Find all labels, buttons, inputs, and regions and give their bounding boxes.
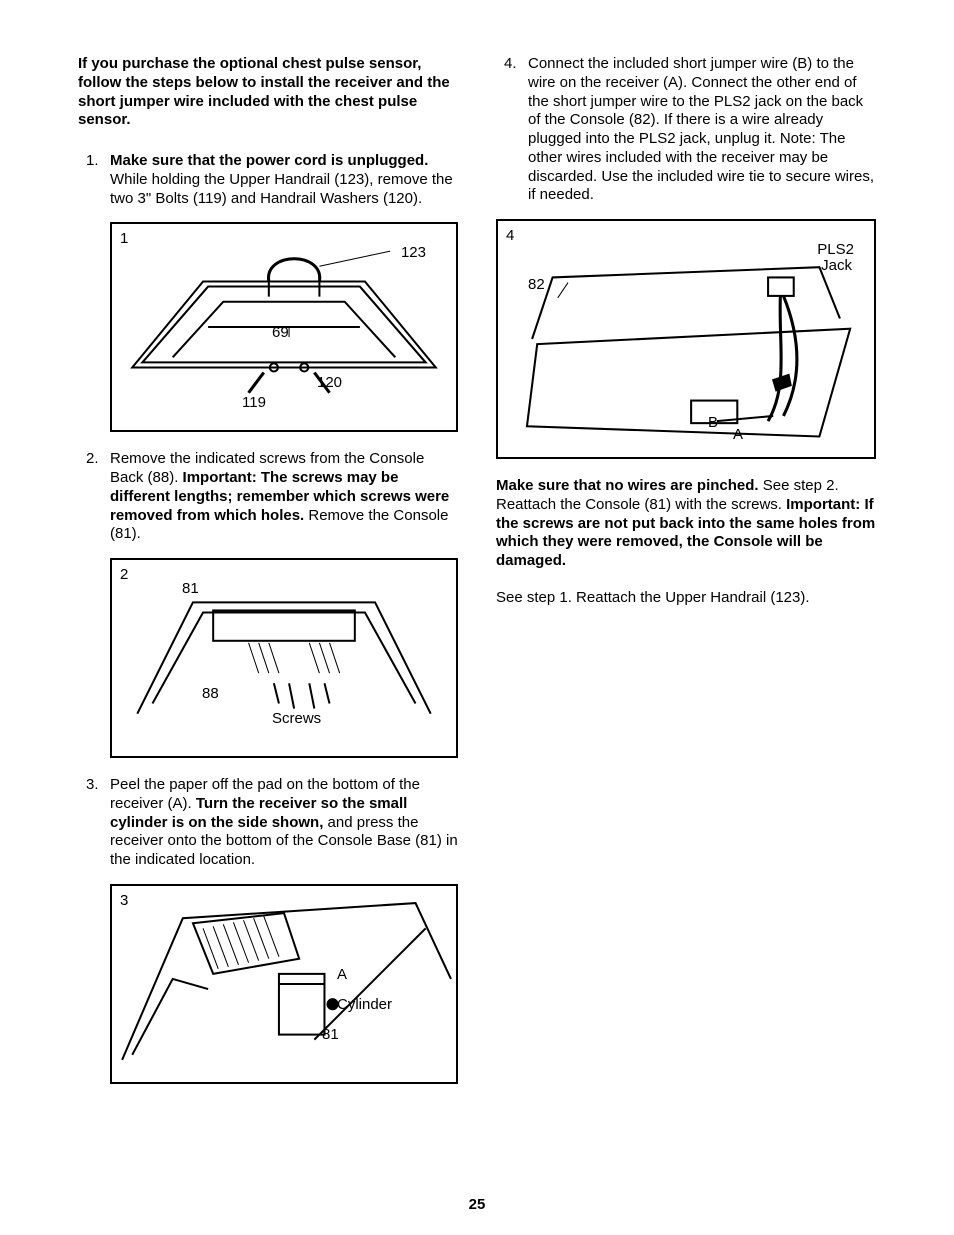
steps-list-right: 4. Connect the included short jumper wir… <box>496 55 876 205</box>
fig3-label-81: 81 <box>322 1026 339 1045</box>
step-4: 4. Connect the included short jumper wir… <box>496 55 876 205</box>
figure-4-number: 4 <box>506 227 514 246</box>
step-4-text: Connect the included short jumper wire (… <box>528 55 874 203</box>
steps-list-left-2: 2. Remove the indicated screws from the … <box>78 450 458 544</box>
post-fig4-final: See step 1. Reattach the Upper Handrail … <box>496 589 876 608</box>
step-number: 2. <box>86 450 99 469</box>
fig2-label-screws: Screws <box>272 710 321 729</box>
figure-3-drawing <box>112 886 456 1082</box>
fig1-label-120: 120 <box>317 374 342 393</box>
fig1-label-123: 123 <box>401 244 426 263</box>
fig2-label-81: 81 <box>182 580 199 599</box>
steps-list-left: 1. Make sure that the power cord is unpl… <box>78 152 458 208</box>
steps-list-left-3: 3. Peel the paper off the pad on the bot… <box>78 776 458 870</box>
step-number: 4. <box>504 55 517 74</box>
fig3-label-A: A <box>337 966 347 985</box>
left-column: If you purchase the optional chest pulse… <box>78 55 458 1102</box>
fig3-label-cylinder: Cylinder <box>337 996 392 1015</box>
right-column: 4. Connect the included short jumper wir… <box>496 55 876 1102</box>
figure-1: 1 <box>110 222 458 432</box>
fig4-label-pls2b: Jack <box>821 257 852 276</box>
fig4-label-B: B <box>708 414 718 433</box>
fig2-label-88: 88 <box>202 685 219 704</box>
columns: If you purchase the optional chest pulse… <box>78 55 876 1102</box>
fig4-label-82: 82 <box>528 276 545 295</box>
figure-3-number: 3 <box>120 892 128 911</box>
fig1-label-69: 69 <box>272 324 289 343</box>
figure-1-number: 1 <box>120 230 128 249</box>
page-number: 25 <box>0 1196 954 1215</box>
fig1-label-119: 119 <box>242 394 266 413</box>
step-number: 1. <box>86 152 99 171</box>
step-2: 2. Remove the indicated screws from the … <box>78 450 458 544</box>
step-1-bold: Make sure that the power cord is unplugg… <box>110 152 428 169</box>
post-fig4-b1: Make sure that no wires are pinched. <box>496 477 759 494</box>
step-number: 3. <box>86 776 99 795</box>
figure-4: 4 <box>496 219 876 459</box>
figure-3: 3 <box>110 884 458 1084</box>
post-fig4-paragraph: Make sure that no wires are pinched. See… <box>496 477 876 571</box>
intro-paragraph: If you purchase the optional chest pulse… <box>78 55 458 130</box>
figure-2-number: 2 <box>120 566 128 585</box>
page: If you purchase the optional chest pulse… <box>0 0 954 1235</box>
step-3: 3. Peel the paper off the pad on the bot… <box>78 776 458 870</box>
figure-2: 2 <box>110 558 458 758</box>
step-1-rest: While holding the Upper Handrail (123), … <box>110 171 453 207</box>
fig4-label-A: A <box>733 426 743 445</box>
step-1: 1. Make sure that the power cord is unpl… <box>78 152 458 208</box>
